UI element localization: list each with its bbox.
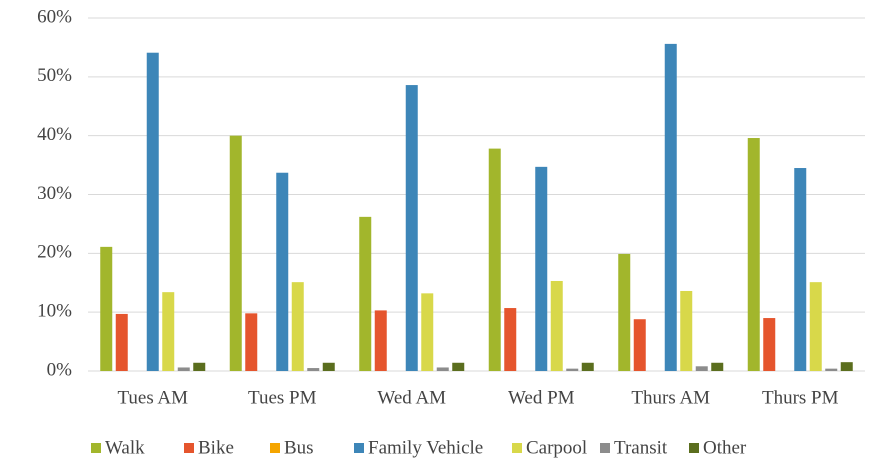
x-tick-label: Thurs AM xyxy=(631,387,710,408)
bar xyxy=(193,362,206,371)
bar xyxy=(374,310,387,371)
bar xyxy=(307,368,320,371)
bar xyxy=(550,280,563,371)
bar xyxy=(566,368,579,371)
bar xyxy=(763,318,776,371)
legend-label: Walk xyxy=(105,437,145,458)
legend-label: Family Vehicle xyxy=(368,437,483,458)
bar xyxy=(229,135,242,371)
legend-swatch xyxy=(270,443,280,453)
bar xyxy=(825,368,838,371)
bar xyxy=(177,367,190,371)
legend-swatch xyxy=(689,443,699,453)
bar xyxy=(581,362,594,371)
x-tick-label: Wed AM xyxy=(377,387,446,408)
bar xyxy=(633,319,646,371)
bar xyxy=(695,366,708,371)
bar xyxy=(322,362,335,371)
legend-swatch xyxy=(512,443,522,453)
x-tick-label: Tues AM xyxy=(117,387,188,408)
bar xyxy=(421,293,434,371)
legend-label: Carpool xyxy=(526,437,587,458)
bar xyxy=(504,308,517,371)
bar xyxy=(245,313,258,371)
bar xyxy=(535,166,548,371)
bar xyxy=(711,362,724,371)
y-tick-label: 60% xyxy=(37,6,72,27)
y-tick-label: 10% xyxy=(37,301,72,322)
x-tick-label: Thurs PM xyxy=(762,387,839,408)
bar xyxy=(794,168,807,371)
bar xyxy=(436,367,449,371)
legend-label: Bus xyxy=(284,437,314,458)
bar xyxy=(162,292,175,371)
y-tick-label: 30% xyxy=(37,183,72,204)
bar xyxy=(809,282,822,371)
legend-label: Bike xyxy=(198,437,234,458)
y-tick-label: 50% xyxy=(37,65,72,86)
bar xyxy=(100,246,113,371)
legend-label: Transit xyxy=(614,437,668,458)
legend-swatch xyxy=(91,443,101,453)
bar xyxy=(115,313,128,371)
bar xyxy=(840,362,853,371)
legend-swatch xyxy=(184,443,194,453)
legend-swatch xyxy=(600,443,610,453)
bar xyxy=(664,43,677,372)
bar xyxy=(747,138,760,371)
legend-label: Other xyxy=(703,437,747,458)
bar xyxy=(276,172,289,371)
bar xyxy=(146,52,159,371)
legend-swatch xyxy=(354,443,364,453)
x-tick-label: Wed PM xyxy=(508,387,575,408)
y-tick-label: 0% xyxy=(47,359,73,380)
bar xyxy=(488,148,501,371)
bar xyxy=(291,282,304,371)
bar xyxy=(618,253,631,371)
y-tick-label: 20% xyxy=(37,242,72,263)
bar xyxy=(452,362,465,371)
bar xyxy=(359,216,372,371)
x-tick-label: Tues PM xyxy=(248,387,317,408)
bar xyxy=(680,290,693,371)
bar xyxy=(405,85,418,371)
y-tick-label: 40% xyxy=(37,124,72,145)
